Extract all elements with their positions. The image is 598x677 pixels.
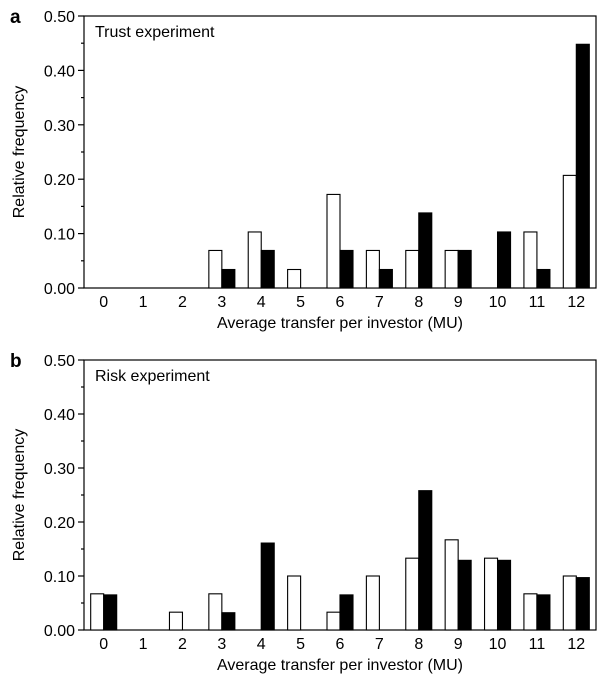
panel-a-bar-filled-12	[575, 43, 590, 289]
panel-b-bar-filled-3	[221, 612, 236, 631]
panel-b-bar-filled-8	[418, 490, 433, 631]
panel-a-bar-filled-8	[418, 212, 433, 289]
panel-b-y-tick-label: 0.50	[44, 353, 75, 370]
panel-a-bar-filled-4	[260, 249, 275, 289]
panel-b-x-axis-label: Average transfer per investor (MU)	[217, 657, 463, 674]
panel-b-plot-frame	[83, 359, 597, 631]
panel-b-y-tick-label: 0.20	[44, 515, 75, 532]
panel-a-x-tick-label: 1	[139, 294, 148, 311]
panel-b-bar-open-7	[365, 575, 380, 631]
panel-a-bar-filled-3	[221, 268, 236, 289]
panel-a-y-tick-label: 0.20	[44, 172, 75, 189]
panel-b-bar-filled-6	[339, 594, 354, 631]
panel-b-x-tick-label: 0	[99, 636, 108, 653]
panel-a-bar-filled-6	[339, 249, 354, 289]
panel-a-y-tick-label: 0.40	[44, 63, 75, 80]
panel-a-x-tick-label: 3	[217, 294, 226, 311]
panel-b-bar-open-5	[287, 575, 302, 631]
panel-a-y-tick-label: 0.00	[44, 281, 75, 298]
panel-a-x-tick-label: 5	[296, 294, 305, 311]
panel-a-bar-filled-11	[536, 268, 551, 289]
panel-b-bar-open-9	[444, 539, 459, 631]
panel-b-y-tick-label: 0.40	[44, 407, 75, 424]
panel-a-x-tick-label: 8	[414, 294, 423, 311]
panel-b-x-tick-label: 7	[375, 636, 384, 653]
panel-a-x-axis-label: Average transfer per investor (MU)	[217, 315, 463, 332]
panel-a-bar-open-5	[287, 268, 302, 289]
panel-b-bar-open-0	[90, 593, 105, 631]
panel-a-x-tick-label: 6	[336, 294, 345, 311]
panel-b-y-tick-label: 0.30	[44, 461, 75, 478]
panel-b-x-tick-label: 1	[139, 636, 148, 653]
panel-b-bar-filled-11	[536, 594, 551, 631]
panel-a-y-tick-label: 0.10	[44, 227, 75, 244]
panel-b-x-tick-label: 9	[454, 636, 463, 653]
panel-b-x-tick-label: 11	[529, 636, 546, 653]
panel-a-x-tick-label: 9	[454, 294, 463, 311]
panel-b-y-tick-label: 0.00	[44, 623, 75, 640]
panel-b-x-tick-label: 3	[217, 636, 226, 653]
panel-a-bar-open-7	[365, 249, 380, 289]
panel-a-x-tick-label: 0	[99, 294, 108, 311]
panel-b-x-tick-label: 4	[257, 636, 266, 653]
panel-a-x-tick-label: 7	[375, 294, 384, 311]
panel-b-x-tick-label: 12	[567, 636, 585, 653]
panel-a-y-axis-label: Relative frequency	[11, 86, 28, 219]
panel-b-bar-open-2	[168, 611, 184, 631]
panel-b-bar-filled-0	[103, 594, 118, 631]
panel-a-bar-filled-7	[378, 268, 393, 289]
panel-a-x-tick-label: 12	[567, 294, 585, 311]
panel-a-bar-open-6	[326, 193, 341, 289]
panel-b-bar-open-3	[208, 593, 223, 631]
panel-b-bar-open-6	[326, 611, 341, 631]
panel-a-bar-open-11	[523, 231, 538, 289]
panel-b-bar-open-12	[562, 575, 577, 631]
panel-a-label: a	[10, 7, 21, 28]
panel-a-bar-open-12	[562, 174, 577, 289]
panel-a-bar-filled-9	[457, 249, 472, 289]
panel-b-x-tick-label: 6	[336, 636, 345, 653]
panel-a-bar-filled-10	[496, 231, 512, 289]
panel-b-bar-filled-12	[575, 577, 590, 631]
panel-b-label: b	[10, 351, 22, 372]
panel-a-title: Trust experiment	[95, 24, 215, 41]
panel-a-bar-open-4	[247, 231, 262, 289]
panel-b-bar-open-8	[405, 557, 420, 631]
panel-a-x-tick-label: 2	[178, 294, 187, 311]
panel-a-y-tick-label: 0.50	[44, 9, 75, 26]
panel-a-bar-open-9	[444, 249, 459, 289]
panel-a-y-tick-label: 0.30	[44, 118, 75, 135]
panel-b-x-tick-label: 10	[489, 636, 507, 653]
panel-b-bar-filled-10	[496, 559, 512, 631]
panel-b-y-tick-label: 0.10	[44, 569, 75, 586]
panel-a-bar-open-3	[208, 249, 223, 289]
panel-a-x-tick-label: 10	[489, 294, 507, 311]
panel-a-x-tick-label: 4	[257, 294, 266, 311]
panel-a-bar-open-8	[405, 249, 420, 289]
panel-b-x-tick-label: 8	[414, 636, 423, 653]
panel-b-x-tick-label: 5	[296, 636, 305, 653]
panel-b-bar-filled-4	[260, 542, 275, 631]
panel-b-y-axis-label: Relative frequency	[11, 429, 28, 562]
panel-b-bar-filled-9	[457, 559, 472, 631]
panel-a-x-tick-label: 11	[529, 294, 546, 311]
panel-b-x-tick-label: 2	[178, 636, 187, 653]
panel-b-bar-open-10	[483, 557, 499, 631]
panel-b-title: Risk experiment	[95, 368, 210, 385]
panel-b-bar-open-11	[523, 593, 538, 631]
